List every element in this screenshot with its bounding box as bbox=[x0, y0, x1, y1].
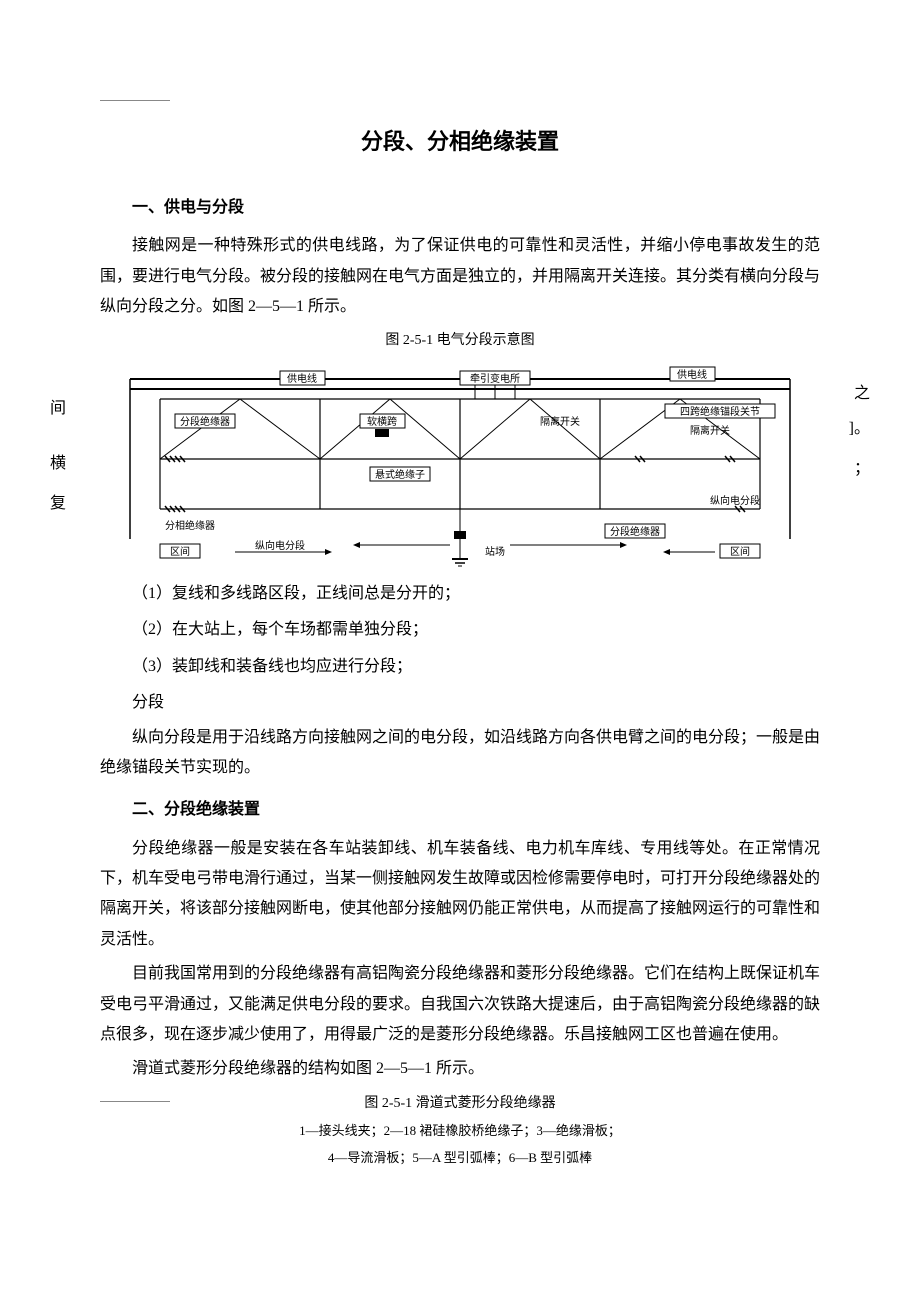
svg-text:供电线: 供电线 bbox=[287, 372, 317, 385]
svg-text:纵向电分段: 纵向电分段 bbox=[255, 539, 305, 552]
figure-2-caption: 图 2-5-1 滑道式菱形分段绝缘器 bbox=[100, 1091, 820, 1118]
svg-text:站场: 站场 bbox=[485, 545, 505, 558]
paragraph-2b: 目前我国常用到的分段绝缘器有高铝陶瓷分段绝缘器和菱形分段绝缘器。它们在结构上既保… bbox=[100, 959, 820, 1050]
figure-1-diagram: 间 横 复 之 ]。 ； 供电线 供电线 牵引变电所 bbox=[100, 359, 820, 569]
svg-text:隔离开关: 隔离开关 bbox=[690, 424, 730, 437]
svg-text:悬式绝缘子: 悬式绝缘子 bbox=[375, 468, 425, 481]
margin-text-r3: ； bbox=[854, 454, 870, 484]
svg-text:供电线: 供电线 bbox=[677, 368, 707, 381]
list-1-item-2: （2）在大站上，每个车场都需单独分段； bbox=[100, 615, 820, 645]
svg-text:软横跨: 软横跨 bbox=[367, 415, 397, 428]
top-rule bbox=[100, 100, 170, 101]
svg-text:牵引变电所: 牵引变电所 bbox=[470, 372, 520, 385]
svg-text:区间: 区间 bbox=[730, 545, 750, 558]
margin-text-l3: 复 bbox=[50, 489, 66, 519]
svg-text:四跨绝缘锚段关节: 四跨绝缘锚段关节 bbox=[680, 405, 760, 418]
bottom-rule bbox=[100, 1101, 170, 1102]
electrical-section-diagram: 供电线 供电线 牵引变电所 分段绝缘器 软横跨 bbox=[100, 359, 820, 569]
svg-text:分段绝缘器: 分段绝缘器 bbox=[180, 415, 230, 428]
page-title: 分段、分相绝缘装置 bbox=[100, 121, 820, 163]
paragraph-2c: 滑道式菱形分段绝缘器的结构如图 2—5—1 所示。 bbox=[100, 1054, 820, 1084]
margin-text-l1: 间 bbox=[50, 394, 66, 424]
margin-text-r2: ]。 bbox=[849, 414, 870, 444]
subheading-fenduan: 分段 bbox=[100, 688, 820, 718]
svg-text:隔离开关: 隔离开关 bbox=[540, 415, 580, 428]
svg-text:分相绝缘器: 分相绝缘器 bbox=[165, 519, 215, 532]
list-1-item-3: （3）装卸线和装备线也均应进行分段； bbox=[100, 652, 820, 682]
paragraph-fenduan: 纵向分段是用于沿线路方向接触网之间的电分段，如沿线路方向各供电臂之间的电分段；一… bbox=[100, 723, 820, 784]
figure-2-subcaption-2: 4—导流滑板；5—A 型引弧棒；6—B 型引弧棒 bbox=[100, 1146, 820, 1171]
margin-text-l2: 横 bbox=[50, 449, 66, 479]
paragraph-2a: 分段绝缘器一般是安装在各车站装卸线、机车装备线、电力机车库线、专用线等处。在正常… bbox=[100, 834, 820, 956]
section-2-heading: 二、分段绝缘装置 bbox=[100, 795, 820, 825]
list-1-item-1: （1）复线和多线路区段，正线间总是分开的； bbox=[100, 579, 820, 609]
svg-text:纵向电分段: 纵向电分段 bbox=[710, 494, 760, 507]
section-1-heading: 一、供电与分段 bbox=[100, 193, 820, 223]
svg-text:分段绝缘器: 分段绝缘器 bbox=[610, 525, 660, 538]
svg-text:区间: 区间 bbox=[170, 545, 190, 558]
paragraph-1: 接触网是一种特殊形式的供电线路，为了保证供电的可靠性和灵活性，并缩小停电事故发生… bbox=[100, 231, 820, 322]
margin-text-r1: 之 bbox=[854, 379, 870, 409]
figure-1-caption: 图 2-5-1 电气分段示意图 bbox=[100, 328, 820, 355]
figure-2-subcaption-1: 1—接头线夹；2—18 裙硅橡胶桥绝缘子；3—绝缘滑板； bbox=[100, 1119, 820, 1144]
